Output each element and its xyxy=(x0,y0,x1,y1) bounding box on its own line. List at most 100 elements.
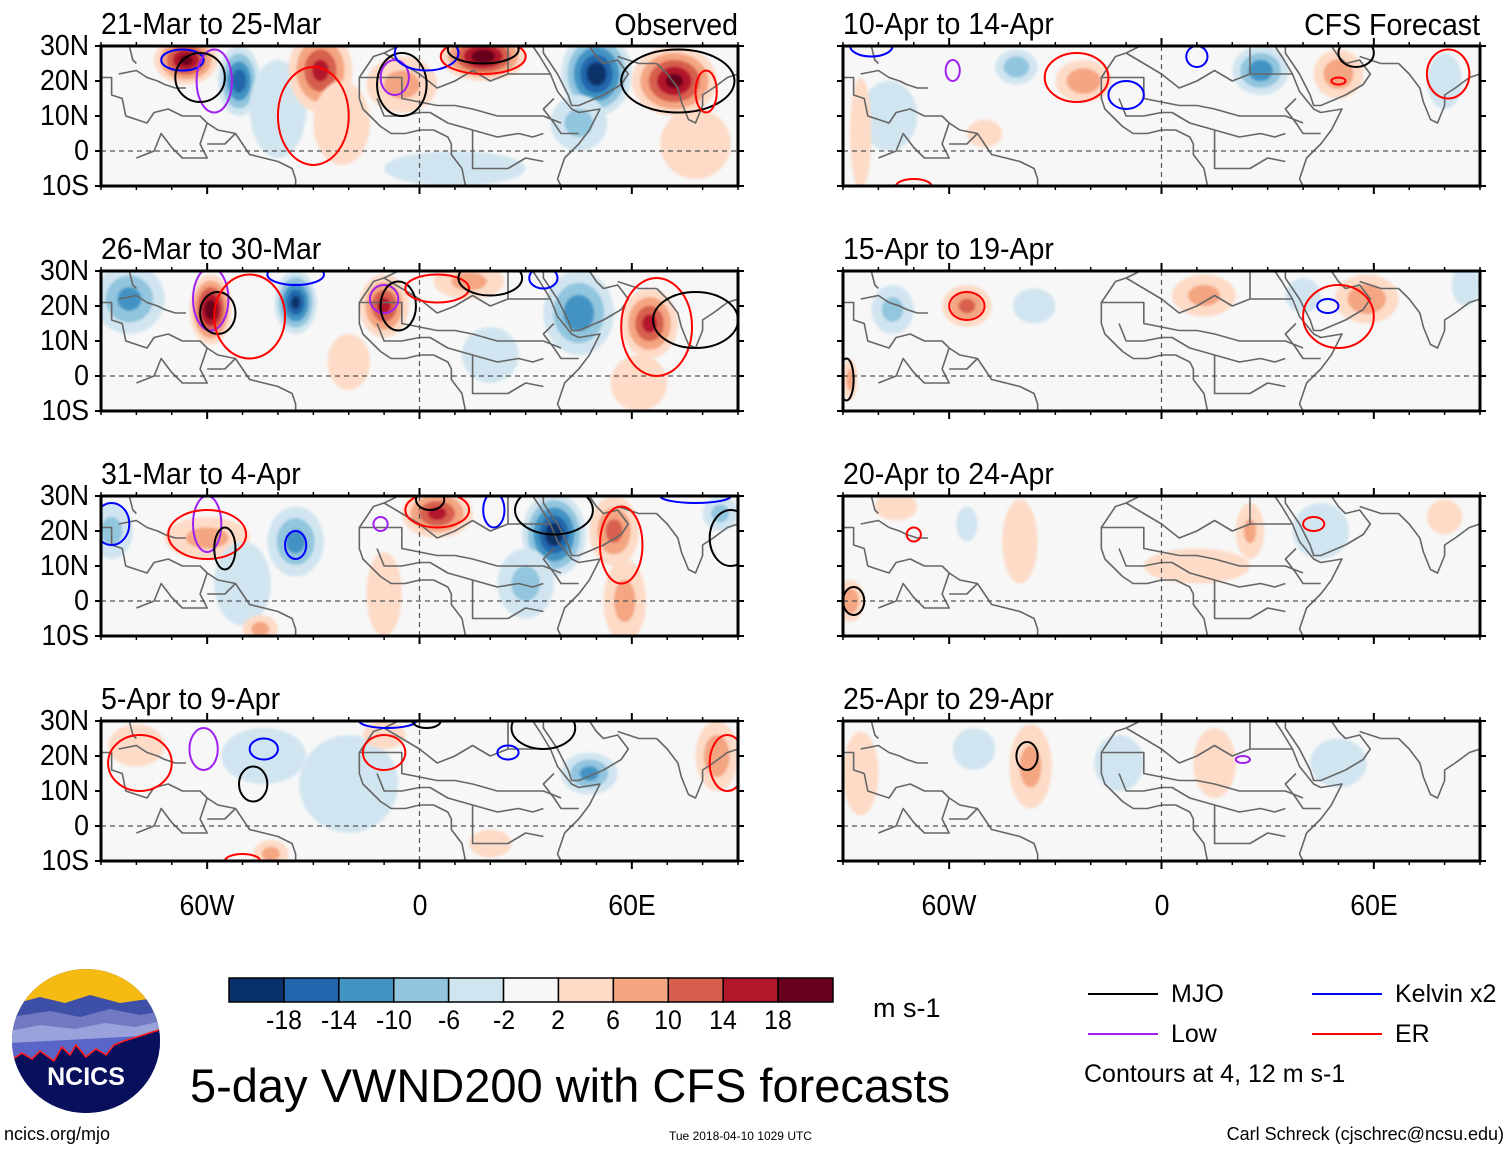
contour-er xyxy=(276,66,350,166)
coastline xyxy=(118,294,186,314)
anomaly-fill xyxy=(451,272,487,291)
colorbar-tick-label: -2 xyxy=(492,1005,515,1035)
coastline xyxy=(656,512,738,574)
ncics-logo: NCICS xyxy=(12,969,160,1113)
anomaly-fill xyxy=(251,622,270,636)
anomaly-fill xyxy=(1248,60,1273,81)
coastline xyxy=(128,46,137,65)
contour-mjo xyxy=(174,52,226,103)
contour-mjo xyxy=(376,52,428,117)
colorbar-tick-label: 14 xyxy=(709,1005,737,1035)
colorbar-tick-label: 10 xyxy=(654,1005,683,1035)
contour-er xyxy=(223,853,262,861)
country-border xyxy=(376,773,544,813)
contour-mjo xyxy=(213,526,237,571)
anomaly-fill xyxy=(1292,503,1350,559)
lat-tick-label: 10N xyxy=(40,550,89,582)
coastline xyxy=(860,744,928,764)
panel-tag: Observed xyxy=(614,7,738,42)
colorbar-swatch xyxy=(447,977,505,1003)
coastline xyxy=(128,271,137,290)
contour-note: Contours at 4, 12 m s-1 xyxy=(1084,1060,1346,1088)
country-border xyxy=(136,797,208,834)
anomaly-fill xyxy=(214,541,271,626)
coastline xyxy=(1100,496,1209,636)
lat-tick-label: 0 xyxy=(74,360,89,392)
contour-er xyxy=(439,46,527,75)
lat-tick-label: 20N xyxy=(40,65,89,97)
coastline xyxy=(101,301,297,411)
anomaly-fill xyxy=(291,296,300,309)
lat-tick-label: 0 xyxy=(74,135,89,167)
country-border xyxy=(1125,46,1251,89)
colorbar-swatch xyxy=(612,977,670,1003)
coastline xyxy=(118,519,186,539)
coastline xyxy=(1284,496,1372,557)
anomaly-fill xyxy=(366,552,402,636)
contour-kelvin-x2 xyxy=(1316,298,1340,314)
country-border xyxy=(1125,496,1251,539)
map-background xyxy=(843,721,1480,861)
coastline xyxy=(1398,287,1480,349)
country-border xyxy=(1118,773,1286,813)
lat-tick-label: 10S xyxy=(41,170,89,202)
anomaly-fill xyxy=(579,766,599,781)
footer-url[interactable]: ncics.org/mjo xyxy=(4,1124,111,1144)
lat-tick-label: 10N xyxy=(40,100,89,132)
coastline xyxy=(1100,721,1209,861)
contour-mjo xyxy=(414,496,446,511)
country-border xyxy=(1213,130,1286,170)
lon-tick-label: 60E xyxy=(1350,890,1398,922)
contour-mjo xyxy=(843,357,855,402)
coastline xyxy=(656,737,738,799)
anomaly-fill xyxy=(843,588,859,614)
lat-tick-label: 30N xyxy=(40,480,89,512)
anomaly-fill xyxy=(956,506,978,542)
country-border xyxy=(383,271,509,314)
country-border xyxy=(207,807,237,820)
anomaly-fill xyxy=(1002,499,1038,584)
contour-er xyxy=(1043,52,1110,103)
coastline xyxy=(870,496,879,515)
contour-mjo xyxy=(457,271,524,297)
anomaly-fill xyxy=(563,295,594,331)
colorbar-swatch xyxy=(392,977,450,1003)
colorbar-units: m s-1 xyxy=(873,993,941,1023)
contour-mjo xyxy=(708,509,738,567)
coastline xyxy=(1398,62,1480,124)
contour-kelvin-x2 xyxy=(248,737,279,761)
anomaly-fill xyxy=(471,49,495,64)
anomaly-fill xyxy=(874,496,918,521)
contour-mjo xyxy=(510,721,577,750)
legend-line-mjo xyxy=(1088,993,1158,995)
colorbar-swatch xyxy=(667,977,724,1003)
map-background xyxy=(843,46,1480,186)
colorbar-tick-label: 6 xyxy=(606,1005,621,1035)
anomaly-fill xyxy=(660,109,731,179)
country-border xyxy=(1101,751,1304,799)
anomaly-fill xyxy=(586,62,607,86)
country-border xyxy=(1125,721,1251,764)
country-border xyxy=(1213,805,1286,845)
coastline xyxy=(101,751,297,861)
anomaly-fill xyxy=(1188,285,1220,306)
anomaly-fill xyxy=(846,369,854,390)
map-panel xyxy=(837,488,1486,644)
country-border xyxy=(1101,526,1304,574)
coastline xyxy=(1359,505,1399,515)
country-border xyxy=(949,132,979,145)
anomaly-fill xyxy=(1193,728,1236,798)
contour-mjo xyxy=(1337,46,1375,68)
contour-mjo xyxy=(620,48,736,114)
contour-er xyxy=(167,509,248,560)
contour-low xyxy=(372,516,389,532)
map-panel xyxy=(95,263,744,419)
lon-tick-label: 60W xyxy=(179,890,235,922)
country-border xyxy=(542,97,579,135)
coastline xyxy=(1274,271,1343,411)
country-border xyxy=(471,580,544,620)
contour-kelvin-x2 xyxy=(528,271,559,290)
contour-mjo xyxy=(238,765,269,803)
coastline xyxy=(542,721,630,782)
anomaly-fill xyxy=(843,731,879,816)
